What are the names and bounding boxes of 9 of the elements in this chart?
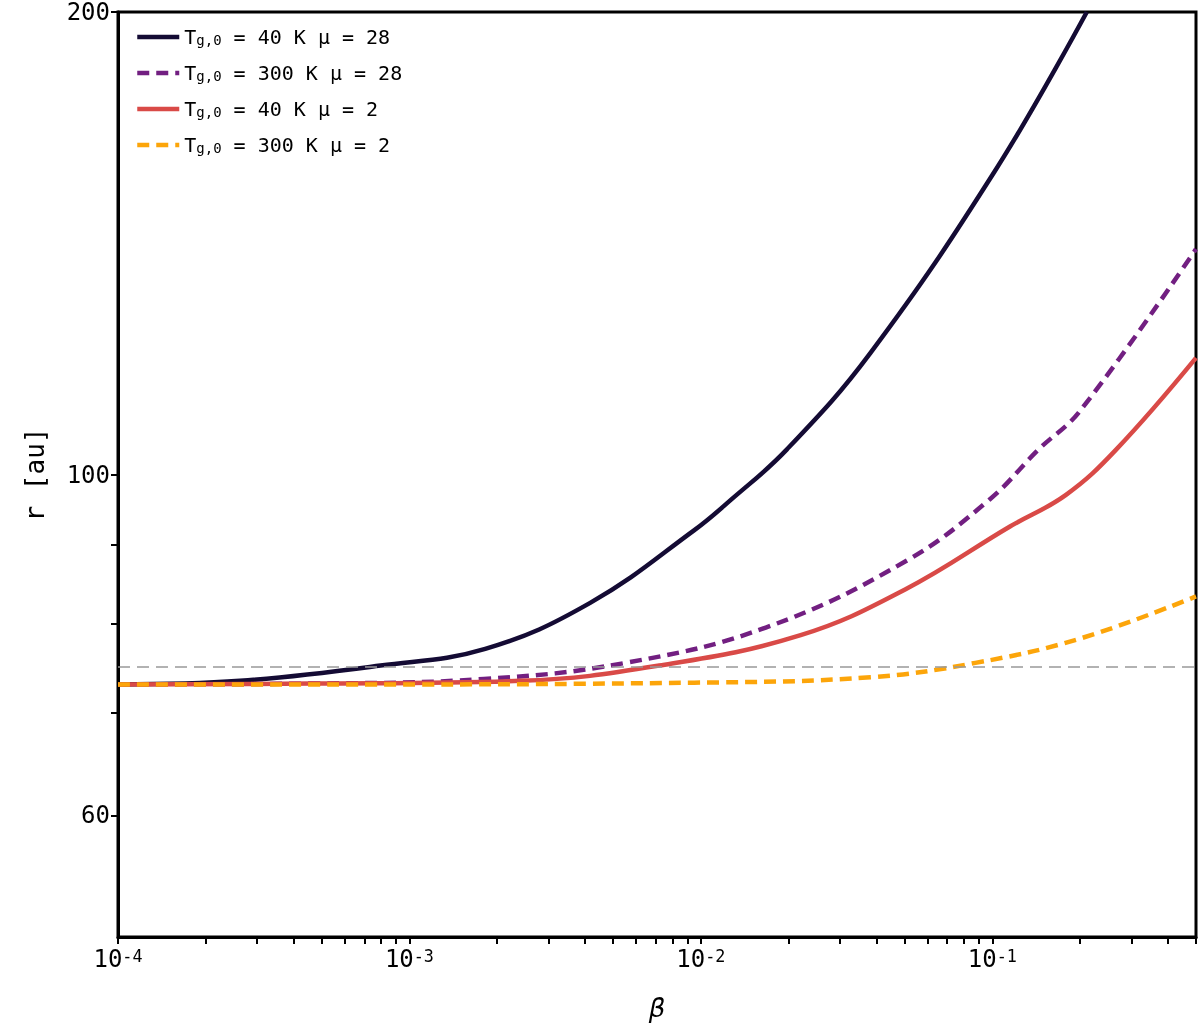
y-tick-label: 100 — [66, 460, 110, 489]
legend-label: Tg,0 = 300 K μ = 2 — [184, 133, 391, 157]
y-axis-title: r [au] — [20, 427, 50, 522]
legend-label: Tg,0 = 40 K μ = 2 — [184, 97, 379, 121]
y-tick-label: 200 — [66, 0, 110, 26]
legend-label: Tg,0 = 40 K μ = 28 — [184, 25, 391, 49]
y-tick-label: 60 — [81, 801, 110, 830]
legend-label: Tg,0 = 300 K μ = 28 — [184, 61, 403, 85]
x-axis-title: β — [648, 993, 666, 1023]
